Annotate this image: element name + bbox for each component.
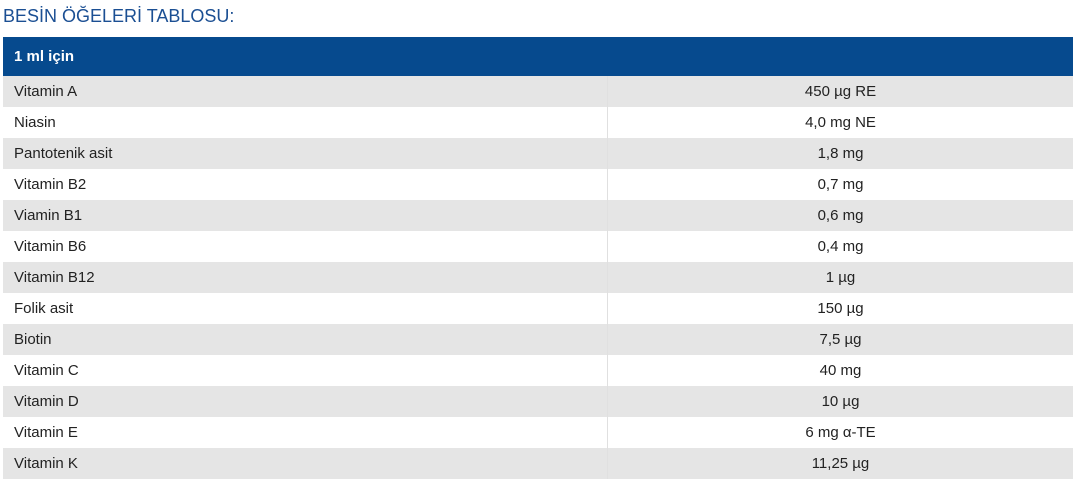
nutrient-amount: 0,7 mg: [817, 176, 864, 193]
nutrient-name: Vitamin B12: [3, 262, 608, 293]
nutrient-name: Biotin: [3, 324, 608, 355]
nutrient-name: Folik asit: [3, 293, 608, 324]
table-row: Vitamin C 40 mg: [3, 355, 1073, 386]
table-heading: 1 ml için: [3, 37, 1073, 76]
table-row: Vitamin B6 0,4 mg: [3, 231, 1073, 262]
nutrient-amount: 4,0 mg NE: [805, 114, 876, 131]
nutrient-name: Vitamin A: [3, 76, 608, 107]
nutrient-name: Vitamin D: [3, 386, 608, 417]
table-row: Vitamin K 11,25 µg: [3, 448, 1073, 479]
nutrient-amount: 150 µg: [817, 300, 864, 317]
table-row: Folik asit 150 µg: [3, 293, 1073, 324]
table-row: Vitamin D 10 µg: [3, 386, 1073, 417]
nutrient-name: Vitamin B6: [3, 231, 608, 262]
nutrient-name: Viamin B1: [3, 200, 608, 231]
nutrient-amount: 1,8 mg: [817, 145, 864, 162]
nutrient-name: Vitamin E: [3, 417, 608, 448]
table-row: Niasin 4,0 mg NE: [3, 107, 1073, 138]
nutrient-name: Vitamin B2: [3, 169, 608, 200]
nutrient-name: Pantotenik asit: [3, 138, 608, 169]
nutrient-name: Niasin: [3, 107, 608, 138]
nutrient-name: Vitamin C: [3, 355, 608, 386]
table-row: Pantotenik asit 1,8 mg: [3, 138, 1073, 169]
nutrient-amount: 1 µg: [825, 269, 856, 286]
nutrient-table: 1 ml için Vitamin A 450 µg RE Niasin 4,0 mg…: [3, 37, 1073, 479]
table-row: Biotin 7,5 µg: [3, 324, 1073, 355]
table-row: Vitamin B12 1 µg: [3, 262, 1073, 293]
nutrient-amount: 450 µg RE: [804, 83, 877, 100]
nutrient-amount: 0,4 mg: [817, 238, 864, 255]
table-row: Vitamin A 450 µg RE: [3, 76, 1073, 107]
nutrient-name: Vitamin K: [3, 448, 608, 479]
nutrient-amount: 7,5 µg: [819, 331, 862, 348]
table-row: Vitamin B2 0,7 mg: [3, 169, 1073, 200]
nutrient-amount: 0,6 mg: [817, 207, 864, 224]
nutrient-amount: 11,25 µg: [811, 455, 870, 472]
table-row: Vitamin E 6 mg α-TE: [3, 417, 1073, 448]
page-title: BESİN ÖĞELERİ TABLOSU:: [3, 6, 235, 26]
nutrient-amount: 40 mg: [819, 362, 862, 379]
nutrient-amount: 6 mg α-TE: [805, 424, 876, 441]
table-body: Vitamin A 450 µg RE Niasin 4,0 mg NE Pantote…: [3, 76, 1073, 479]
nutrient-amount: 10 µg: [821, 393, 860, 410]
table-row: Viamin B1 0,6 mg: [3, 200, 1073, 231]
